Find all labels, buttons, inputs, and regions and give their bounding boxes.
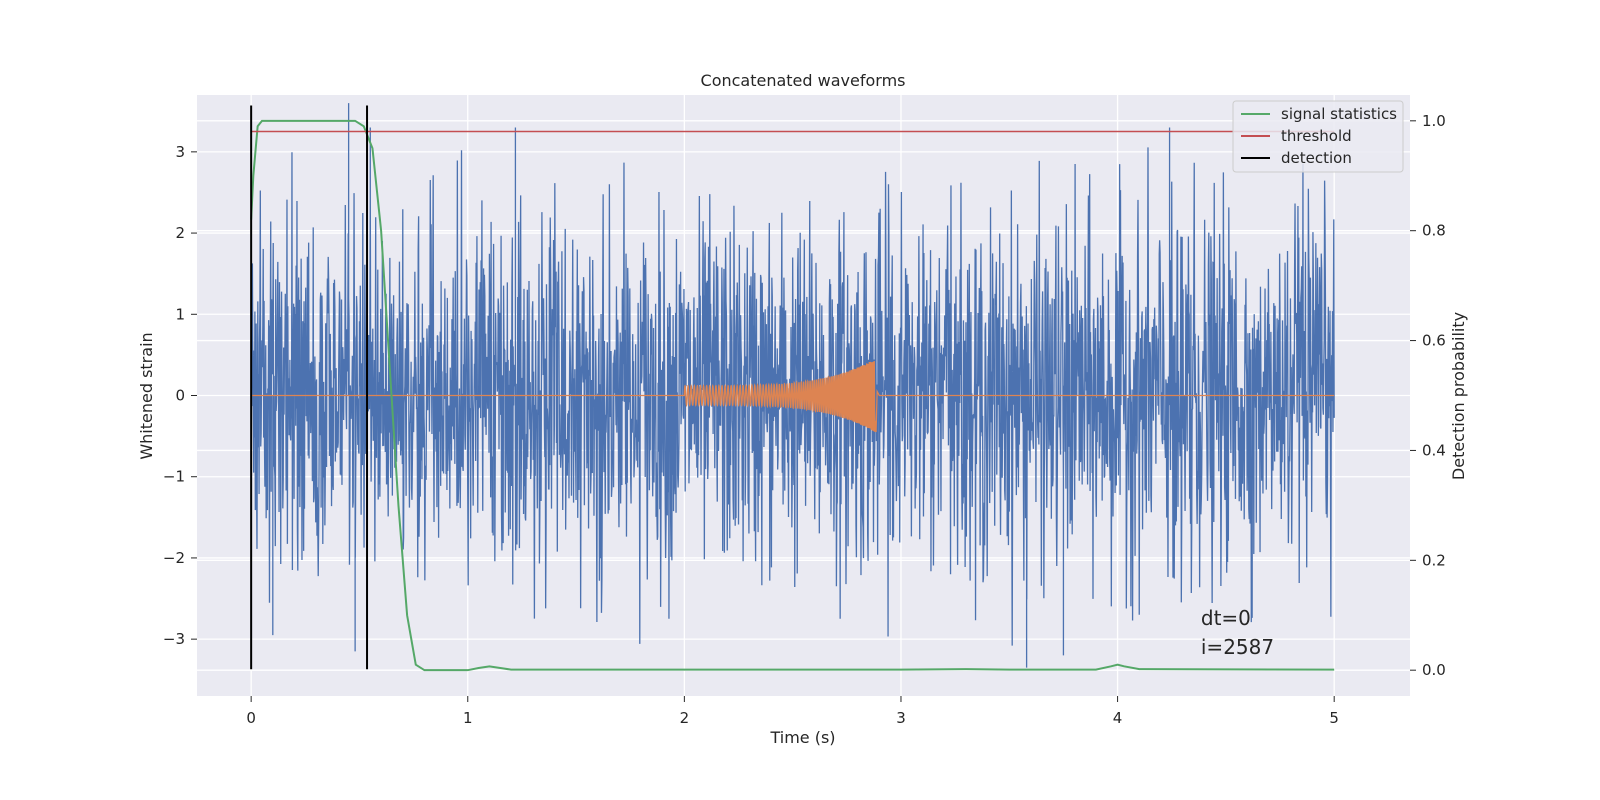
y-left-tick-label-4: 1: [175, 305, 185, 323]
y-left-axis-ticks: −3 −2 −1 0 1 2 3: [163, 143, 197, 648]
signal-waveform-series: [251, 360, 1335, 433]
chart-title: Concatenated waveforms: [701, 71, 906, 90]
x-tick-label-2: 2: [680, 709, 690, 727]
legend: signal statistics threshold detection: [1232, 100, 1404, 173]
y-right-tick-label-5: 1.0: [1422, 112, 1446, 130]
noise-strain-series: [250, 103, 1335, 668]
annotation-dt: dt=0: [1201, 606, 1251, 630]
y-right-tick-label-2: 0.4: [1422, 441, 1446, 459]
x-tick-label-0: 0: [246, 709, 256, 727]
x-tick-label-3: 3: [896, 709, 906, 727]
legend-label-2: detection: [1281, 149, 1352, 167]
y-left-tick-label-6: 3: [175, 143, 185, 161]
detection-lines: [250, 105, 369, 670]
x-axis-label: Time (s): [769, 728, 835, 747]
annotation-i: i=2587: [1201, 635, 1274, 659]
x-axis-ticks: 0 1 2 3 4 5: [246, 696, 1339, 727]
x-tick-label-1: 1: [463, 709, 473, 727]
y-left-tick-label-0: −3: [163, 630, 185, 648]
legend-box: [1232, 100, 1404, 173]
legend-label-1: threshold: [1281, 127, 1352, 145]
y-left-tick-label-2: −1: [163, 468, 185, 486]
y-right-axis-ticks: 0.0 0.2 0.4 0.6 0.8 1.0: [1410, 112, 1446, 679]
y-left-axis-label: Whitened strain: [137, 332, 156, 459]
y-right-tick-label-1: 0.2: [1422, 551, 1446, 569]
y-right-tick-label-4: 0.8: [1422, 222, 1446, 240]
y-left-tick-label-5: 2: [175, 224, 185, 242]
y-right-tick-label-3: 0.6: [1422, 332, 1446, 350]
x-tick-label-4: 4: [1113, 709, 1123, 727]
y-right-tick-label-0: 0.0: [1422, 661, 1446, 679]
y-left-tick-label-1: −2: [163, 549, 185, 567]
x-tick-label-5: 5: [1329, 709, 1339, 727]
y-left-tick-label-3: 0: [175, 387, 185, 405]
legend-label-0: signal statistics: [1281, 105, 1397, 123]
signal-statistics-series: [250, 119, 1335, 672]
y-right-axis-label: Detection probability: [1449, 312, 1468, 480]
